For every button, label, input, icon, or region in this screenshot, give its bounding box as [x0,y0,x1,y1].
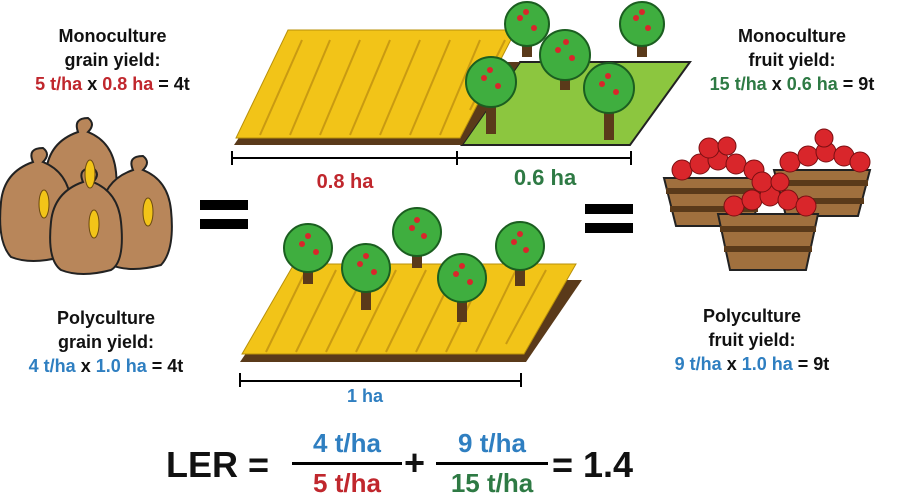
poly-grain-title-line1: Polyculture [56,308,156,328]
grain-width-label: 0.8 ha [316,171,374,193]
polyculture-trees [283,207,545,322]
poly-fruit-equation: 9 t/ha x 1.0 ha = 9t [636,352,868,376]
mono-grain-result: = 4t [158,74,190,94]
mono-fruit-times: x [771,74,782,94]
poly-fruit-times: x [726,354,737,374]
apple-baskets-illustration [662,128,872,271]
ler-result: = 1.4 [552,444,634,485]
mono-grain-yield: 5 t/ha [35,74,83,94]
poly-grain-yield: 4 t/ha [28,356,76,376]
ler-label: LER = [166,444,270,485]
fraction2-denominator: 15 t/ha [450,468,534,498]
poly-fruit-label: Polyculture fruit yield: 9 t/ha x 1.0 ha… [636,304,868,376]
poly-grain-equation: 4 t/ha x 1.0 ha = 4t [0,354,212,378]
polyculture-wheat [241,263,577,355]
mono-fruit-title-line2: fruit yield: [748,50,836,70]
measure-tick [520,373,522,387]
fraction1-numerator: 4 t/ha [313,428,381,458]
mono-fruit-yield: 15 t/ha [709,74,767,94]
grain-sacks-illustration [0,116,173,275]
poly-grain-result: = 4t [151,356,184,376]
basket [716,213,820,271]
mono-grain-label: Monoculture grain yield: 5 t/ha x 0.8 ha… [0,24,225,96]
equals-bar [585,204,633,214]
poly-grain-label: Polyculture grain yield: 4 t/ha x 1.0 ha… [0,306,212,378]
equals-bar [200,219,248,229]
mono-grain-times: x [87,74,98,94]
poly-fruit-result: = 9t [797,354,830,374]
measure-tick [630,151,632,165]
mono-fruit-label: Monoculture fruit yield: 15 t/ha x 0.6 h… [676,24,908,96]
poly-fruit-yield: 9 t/ha [674,354,722,374]
orchard-trees [465,1,665,140]
mono-fruit-area: 0.6 ha [786,74,838,94]
measure-tick [456,151,458,165]
fruit-width-label: 0.6 ha [513,165,577,190]
monoculture-field-illustration [234,1,692,146]
equals-bar [200,200,248,210]
poly-fruit-title-line2: fruit yield: [708,330,796,350]
fraction2-numerator: 9 t/ha [458,428,526,458]
bottom-field-measure-line [240,380,522,382]
mono-grain-title-line1: Monoculture [58,26,167,46]
mono-fruit-result: = 9t [842,74,875,94]
fraction1-denominator: 5 t/ha [313,468,381,498]
poly-grain-area: 1.0 ha [95,356,147,376]
fraction1-bar [292,462,402,465]
fraction2-bar [436,462,548,465]
measure-tick [231,151,233,165]
top-field-measure-line [232,157,632,159]
plus-sign: + [404,442,426,483]
mono-grain-equation: 5 t/ha x 0.8 ha = 4t [0,72,225,96]
polyculture-width-label: 1 ha [346,386,384,406]
measure-tick [239,373,241,387]
mono-grain-title-line2: grain yield: [64,50,161,70]
mono-grain-area: 0.8 ha [102,74,154,94]
equals-bar [585,223,633,233]
mono-fruit-equation: 15 t/ha x 0.6 ha = 9t [676,72,908,96]
polyculture-field-illustration [240,207,582,362]
mono-fruit-title-line1: Monoculture [738,26,846,46]
poly-fruit-title-line1: Polyculture [702,306,802,326]
poly-fruit-area: 1.0 ha [741,354,793,374]
poly-grain-times: x [80,356,91,376]
poly-grain-title-line2: grain yield: [57,332,155,352]
